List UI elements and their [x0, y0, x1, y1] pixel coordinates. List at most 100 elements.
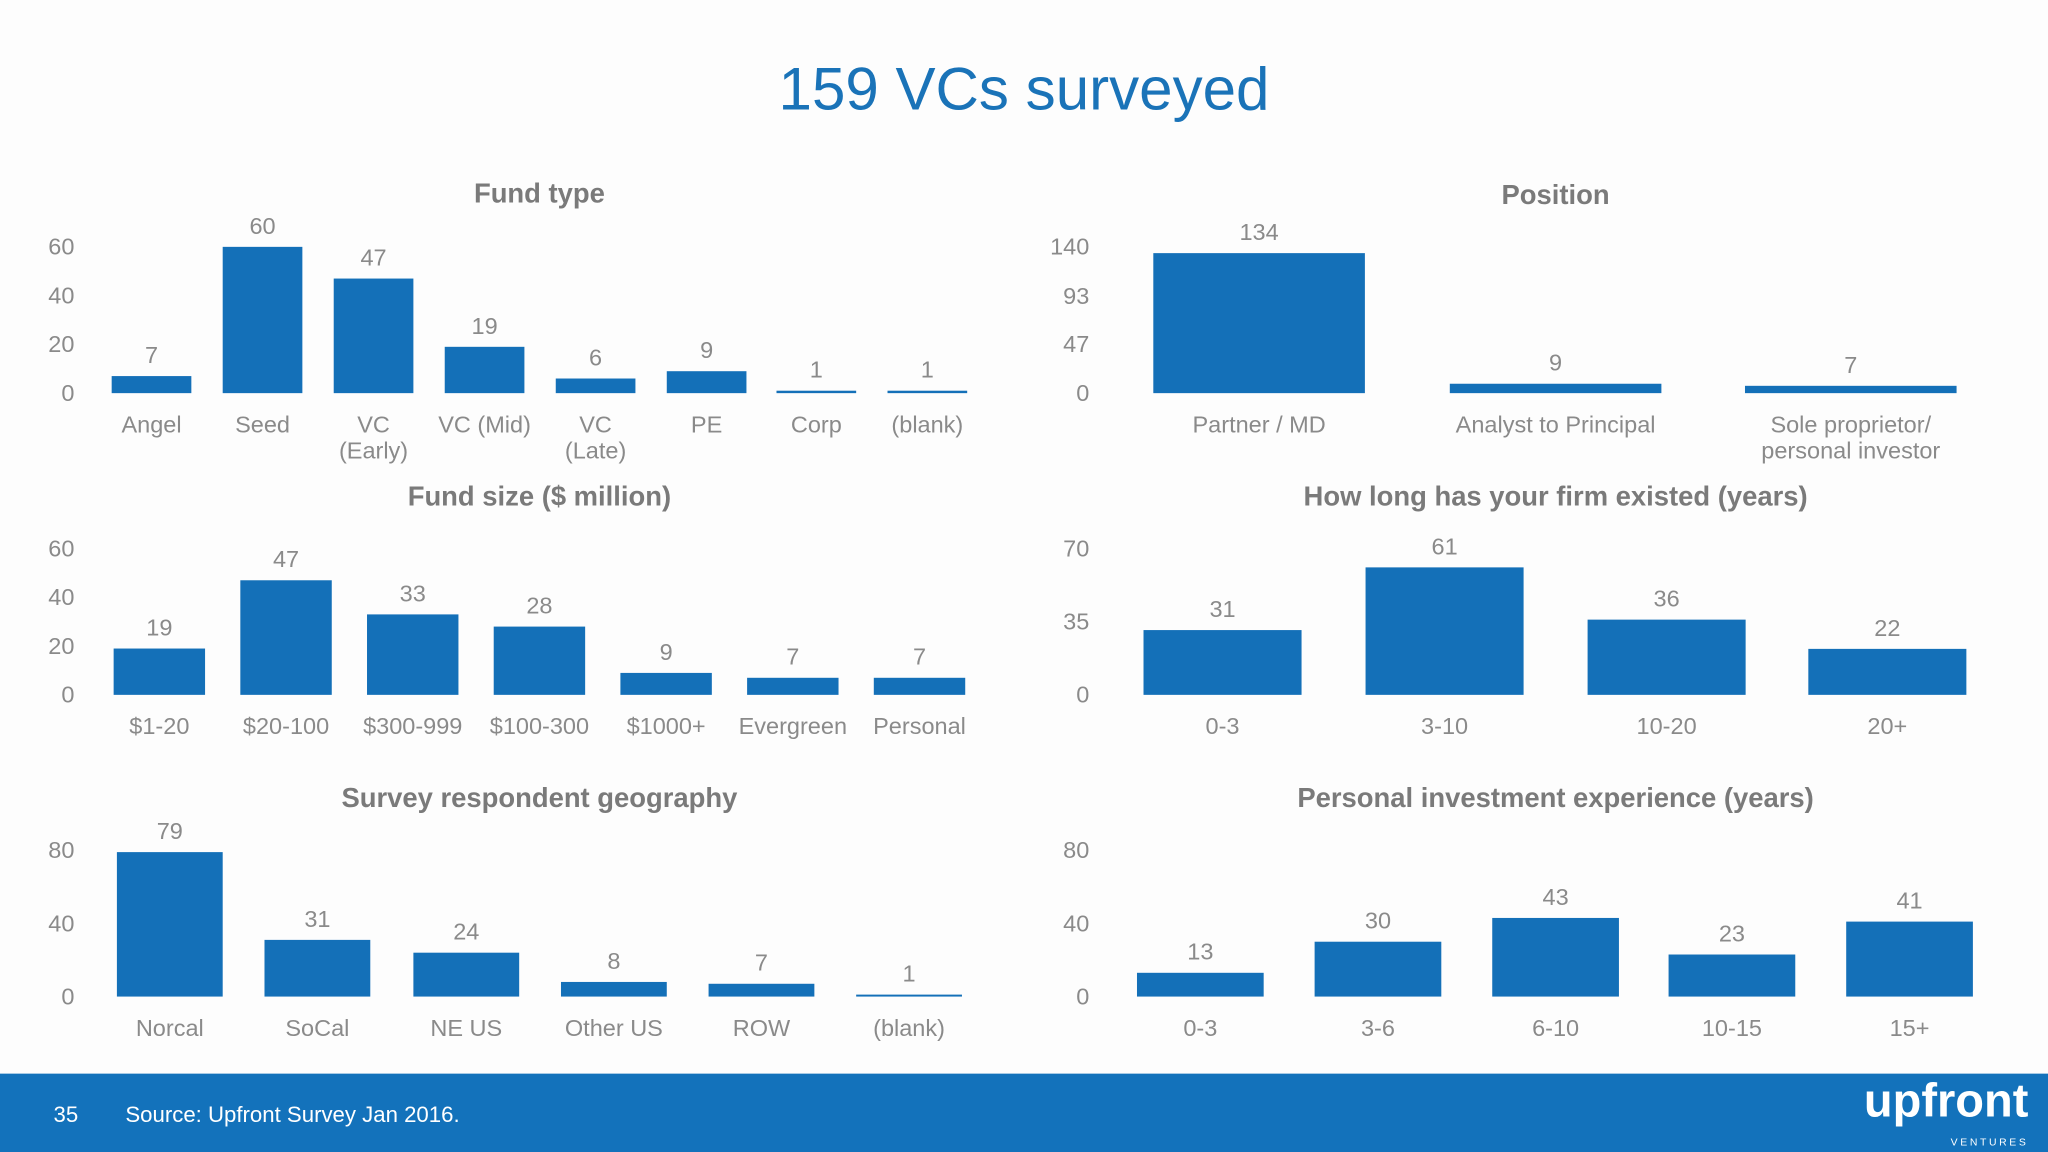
category-label: ROW: [733, 1015, 791, 1041]
category-label: Other US: [565, 1015, 663, 1041]
data-label: 9: [660, 639, 673, 665]
category-label: 10-20: [1637, 713, 1697, 739]
data-label: 1: [903, 961, 916, 987]
chart-title: How long has your firm existed (years): [1304, 480, 1808, 511]
data-label: 31: [304, 906, 330, 932]
y-tick-label: 20: [48, 633, 74, 659]
category-label: Sole proprietor/personal investor: [1761, 411, 1940, 463]
category-label: 3-6: [1361, 1015, 1395, 1041]
category-label: (blank): [891, 411, 963, 437]
data-label: 7: [786, 644, 799, 670]
bar: [1365, 567, 1524, 695]
bar: [1846, 921, 1973, 997]
category-label: (blank): [873, 1015, 945, 1041]
category-label: Corp: [791, 411, 842, 437]
data-label: 23: [1719, 920, 1745, 946]
bar: [1143, 630, 1302, 695]
y-tick-label: 0: [61, 682, 74, 708]
bar: [776, 390, 857, 394]
bar: [367, 614, 459, 695]
category-label: 15+: [1890, 1015, 1930, 1041]
y-tick-label: 0: [1076, 380, 1089, 406]
data-label: 9: [700, 337, 713, 363]
bar: [708, 983, 815, 997]
bar: [1808, 648, 1967, 695]
data-label: 61: [1432, 533, 1458, 559]
bar: [666, 371, 747, 394]
chart-title: Position: [1502, 179, 1610, 210]
chart-panel: Position 0 47 93 140 134 Partner / MD 9 Analyst …: [1050, 179, 1957, 463]
bar: [887, 390, 968, 394]
data-label: 31: [1209, 596, 1235, 622]
data-label: 19: [146, 614, 172, 640]
data-label: 7: [913, 644, 926, 670]
bar: [620, 672, 712, 695]
bar: [1449, 383, 1662, 394]
y-tick-label: 47: [1063, 331, 1089, 357]
bar: [444, 346, 525, 394]
category-label: VC (Mid): [438, 411, 531, 437]
bar: [1136, 972, 1264, 997]
category-label: $1000+: [627, 713, 706, 739]
data-label: 1: [921, 357, 934, 383]
bar: [413, 952, 520, 997]
data-label: 33: [400, 580, 426, 606]
category-label: SoCal: [285, 1015, 349, 1041]
y-tick-label: 40: [48, 910, 74, 936]
bar: [1492, 917, 1619, 997]
y-tick-label: 93: [1063, 283, 1089, 309]
source-note: Source: Upfront Survey Jan 2016.: [125, 1102, 459, 1127]
chart-title: Fund size ($ million): [408, 480, 671, 511]
data-label: 79: [157, 818, 183, 844]
chart-title: Survey respondent geography: [341, 782, 738, 813]
y-tick-label: 70: [1063, 535, 1089, 561]
data-label: 7: [145, 342, 158, 368]
chart-panel: Personal investment experience (years) 0 4…: [1063, 782, 1973, 1041]
bar: [856, 994, 962, 997]
bar: [333, 278, 414, 394]
chart-panel: Fund type 0 20 40 60 7 Angel 60 Seed 47 VC (Early) 1…: [48, 177, 968, 463]
bar: [240, 580, 332, 695]
bar: [493, 626, 586, 695]
category-label: PE: [691, 411, 722, 437]
bar: [116, 852, 223, 997]
y-tick-label: 40: [48, 584, 74, 610]
upfront-logo: upfront: [1864, 1074, 2029, 1127]
category-label: Seed: [235, 411, 290, 437]
category-label: 20+: [1867, 713, 1907, 739]
y-tick-label: 80: [1063, 837, 1089, 863]
chart-title: Personal investment experience (years): [1297, 782, 1813, 813]
y-tick-label: 0: [1076, 983, 1089, 1009]
data-label: 19: [472, 313, 498, 339]
bar: [1153, 253, 1365, 394]
data-label: 47: [273, 546, 299, 572]
data-label: 36: [1654, 586, 1680, 612]
bar: [1668, 954, 1796, 997]
category-label: VC (Late): [565, 411, 626, 463]
category-label: 6-10: [1532, 1015, 1579, 1041]
data-label: 43: [1543, 884, 1569, 910]
category-label: Analyst to Principal: [1456, 411, 1656, 437]
y-tick-label: 0: [61, 380, 74, 406]
category-label: NE US: [430, 1015, 502, 1041]
data-label: 24: [453, 919, 479, 945]
bar: [113, 648, 206, 695]
y-tick-label: 40: [48, 282, 74, 308]
y-tick-label: 80: [48, 837, 74, 863]
chart-panel: Fund size ($ million) 0 20 40 60 19 $1-20 47 $20…: [48, 480, 966, 739]
upfront-logo-sub: VENTURES: [1951, 1137, 2029, 1148]
footer-bar: [0, 1073, 2048, 1152]
data-label: 1: [810, 357, 823, 383]
category-label: 10-15: [1702, 1015, 1762, 1041]
category-label: $1-20: [129, 713, 189, 739]
y-tick-label: 60: [48, 535, 74, 561]
category-label: $300-999: [363, 713, 462, 739]
category-label: Personal: [873, 713, 966, 739]
data-label: 60: [249, 213, 275, 239]
chart-panel: How long has your firm existed (years) 0 3…: [1063, 480, 1967, 739]
bar: [555, 378, 636, 394]
category-label: Angel: [121, 411, 181, 437]
data-label: 6: [589, 344, 602, 370]
page-number: 35: [54, 1102, 79, 1127]
